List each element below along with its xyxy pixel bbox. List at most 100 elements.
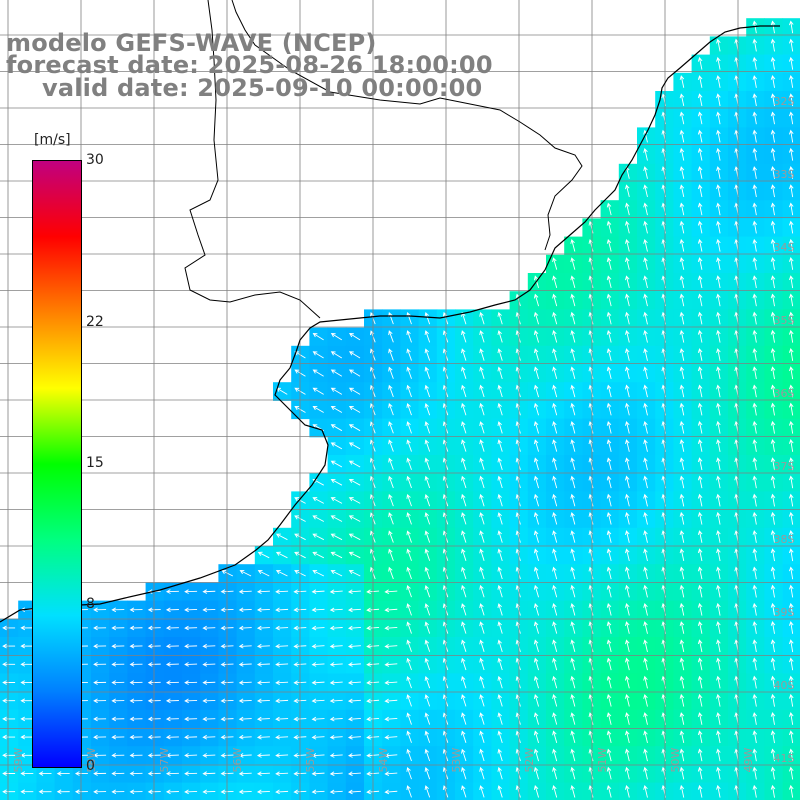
wind-arrow	[770, 784, 776, 798]
wind-arrow	[697, 147, 703, 161]
wind-arrow	[770, 584, 776, 598]
wind-arrow	[606, 402, 612, 416]
color-legend	[32, 160, 82, 768]
wind-arrow	[111, 753, 125, 758]
wind-arrow	[388, 384, 394, 398]
wind-arrow	[552, 402, 558, 416]
wind-arrow	[625, 238, 630, 252]
wind-arrow	[788, 748, 794, 762]
wind-arrow	[752, 457, 758, 471]
wind-arrow	[788, 584, 794, 598]
wind-arrow	[625, 748, 630, 762]
wind-arrow	[202, 753, 216, 758]
wind-arrow	[643, 420, 648, 434]
wind-arrow	[752, 548, 758, 562]
wind-arrow	[312, 497, 324, 504]
wind-arrow	[643, 384, 648, 398]
wind-arrow	[93, 607, 107, 613]
wind-arrow	[606, 548, 612, 562]
wind-arrow	[570, 421, 576, 434]
wind-arrow	[147, 698, 161, 704]
wind-arrow	[552, 694, 558, 707]
wind-arrow	[697, 311, 703, 325]
wind-arrow	[406, 530, 412, 543]
wind-arrow	[752, 202, 758, 216]
wind-arrow	[788, 639, 794, 653]
wind-arrow	[752, 38, 758, 52]
wind-arrow	[606, 675, 612, 689]
wind-arrow	[643, 475, 648, 489]
wind-arrow	[533, 548, 539, 561]
wind-arrow	[697, 75, 703, 88]
wind-arrow	[625, 766, 630, 780]
wind-arrow	[606, 566, 612, 580]
wind-arrow	[533, 694, 539, 707]
wind-arrow	[497, 457, 503, 470]
wind-arrow	[424, 675, 431, 689]
wind-arrow	[347, 607, 361, 613]
wind-arrow	[716, 75, 721, 88]
wind-arrow	[165, 753, 179, 758]
wind-arrow	[20, 753, 34, 758]
wind-arrow	[716, 712, 721, 725]
wind-arrow	[552, 712, 558, 725]
wind-arrow	[625, 584, 630, 598]
wind-arrow	[461, 421, 467, 434]
wind-arrow	[606, 511, 612, 525]
wind-arrow	[716, 493, 721, 507]
wind-arrow	[275, 625, 289, 631]
wind-arrow	[697, 166, 703, 179]
wind-arrow	[533, 275, 539, 288]
wind-arrow	[479, 330, 485, 343]
wind-arrow	[406, 421, 412, 434]
wind-arrow	[716, 748, 721, 762]
wind-arrow	[716, 111, 721, 125]
wind-arrow	[275, 716, 289, 722]
wind-arrow	[93, 698, 107, 704]
wind-arrow	[347, 662, 361, 667]
wind-arrow	[552, 257, 558, 270]
wind-arrow	[606, 348, 612, 361]
wind-arrow	[770, 129, 776, 143]
wind-arrow	[552, 475, 558, 489]
wind-arrow	[625, 493, 630, 507]
wind-arrow	[111, 607, 125, 613]
wind-arrow	[424, 330, 431, 343]
wind-arrow	[424, 512, 431, 525]
wind-arrow	[93, 716, 107, 722]
wind-arrow	[406, 366, 412, 379]
wind-arrow	[384, 589, 398, 595]
wind-arrow	[770, 257, 776, 270]
wind-arrow	[752, 293, 758, 307]
wind-arrow	[497, 694, 503, 707]
wind-arrow	[752, 784, 758, 798]
wind-arrow	[220, 753, 234, 758]
wind-arrow	[329, 698, 343, 704]
wind-arrow	[129, 662, 143, 667]
wind-arrow	[552, 330, 558, 343]
wind-arrow	[497, 530, 503, 543]
wind-arrow	[770, 293, 776, 307]
wind-arrow	[424, 584, 431, 598]
wind-arrow	[552, 311, 558, 325]
wind-arrow	[406, 584, 412, 598]
wind-arrow	[147, 771, 161, 776]
wind-arrow	[643, 657, 648, 671]
wind-arrow	[533, 384, 539, 398]
wind-arrow	[697, 784, 703, 798]
wind-arrow	[93, 734, 107, 740]
wind-arrow	[406, 475, 412, 489]
latitude-label: 35S	[774, 314, 795, 327]
wind-arrow	[752, 621, 758, 634]
wind-arrow	[752, 129, 758, 143]
wind-arrow	[20, 716, 34, 722]
wind-arrow	[330, 533, 343, 541]
wind-arrow	[165, 662, 179, 667]
wind-arrow	[697, 548, 703, 562]
wind-arrow	[347, 625, 361, 631]
wind-arrow	[552, 766, 558, 780]
wind-arrow	[388, 493, 394, 507]
wind-arrow	[406, 639, 412, 652]
wind-arrow	[388, 548, 394, 561]
